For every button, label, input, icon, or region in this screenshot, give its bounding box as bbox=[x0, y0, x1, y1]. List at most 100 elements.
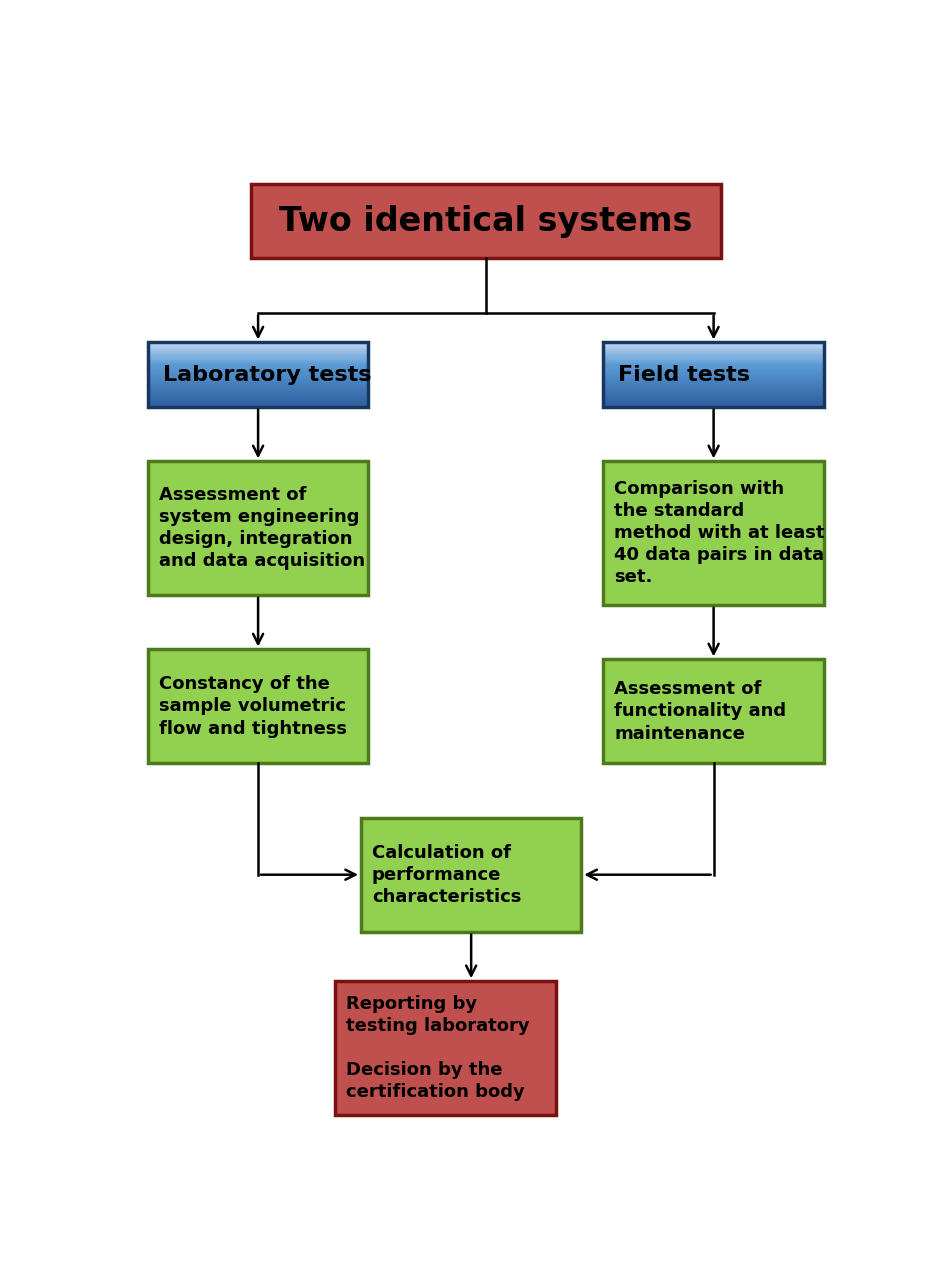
Bar bbox=[603, 660, 824, 764]
Bar bbox=[250, 184, 721, 258]
Bar bbox=[603, 394, 824, 396]
Bar bbox=[603, 386, 824, 387]
Bar bbox=[148, 373, 368, 374]
Bar bbox=[148, 360, 368, 361]
Text: Reporting by
testing laboratory

Decision by the
certification body: Reporting by testing laboratory Decision… bbox=[346, 994, 530, 1101]
Bar bbox=[148, 390, 368, 392]
Bar bbox=[603, 342, 824, 345]
Bar bbox=[603, 405, 824, 406]
Bar bbox=[603, 400, 824, 403]
Text: Comparison with
the standard
method with at least
40 data pairs in data
set.: Comparison with the standard method with… bbox=[614, 480, 825, 586]
Bar bbox=[603, 356, 824, 359]
Bar bbox=[603, 352, 824, 354]
Bar bbox=[148, 649, 368, 764]
Bar bbox=[148, 405, 368, 406]
Bar bbox=[603, 397, 824, 400]
Bar bbox=[603, 391, 824, 394]
Bar bbox=[148, 385, 368, 387]
Bar bbox=[603, 372, 824, 373]
Bar bbox=[148, 381, 368, 382]
Bar bbox=[148, 356, 368, 359]
Bar bbox=[603, 373, 824, 374]
Bar bbox=[148, 462, 368, 595]
Bar bbox=[148, 361, 368, 363]
Bar bbox=[603, 381, 824, 382]
Bar bbox=[148, 352, 368, 354]
Bar bbox=[148, 397, 368, 400]
Bar bbox=[603, 361, 824, 363]
Bar bbox=[148, 400, 368, 403]
Bar bbox=[148, 382, 368, 385]
Bar bbox=[148, 364, 368, 367]
Bar bbox=[603, 343, 824, 346]
Bar bbox=[148, 376, 368, 378]
Bar bbox=[148, 346, 368, 347]
Bar bbox=[603, 387, 824, 388]
Bar bbox=[603, 382, 824, 385]
Bar bbox=[603, 374, 824, 376]
Text: Assessment of
system engineering
design, integration
and data acquisition: Assessment of system engineering design,… bbox=[159, 486, 365, 571]
Bar bbox=[603, 378, 824, 379]
Bar bbox=[148, 343, 368, 346]
Bar bbox=[603, 396, 824, 399]
Bar bbox=[603, 377, 824, 379]
Text: Laboratory tests: Laboratory tests bbox=[163, 365, 371, 385]
Bar bbox=[148, 396, 368, 399]
Bar bbox=[603, 395, 824, 397]
Bar bbox=[603, 342, 824, 343]
Bar bbox=[603, 358, 824, 360]
Bar bbox=[148, 349, 368, 350]
Bar bbox=[148, 358, 368, 360]
Bar bbox=[603, 404, 824, 406]
Bar bbox=[603, 360, 824, 361]
Bar bbox=[148, 355, 368, 358]
Bar bbox=[603, 359, 824, 360]
Bar bbox=[603, 399, 824, 400]
Bar bbox=[603, 355, 824, 356]
Text: Field tests: Field tests bbox=[618, 365, 750, 385]
Bar bbox=[603, 351, 824, 354]
Bar bbox=[603, 462, 824, 604]
Bar bbox=[603, 364, 824, 367]
Text: Two identical systems: Two identical systems bbox=[279, 204, 693, 238]
Bar bbox=[148, 363, 368, 365]
Bar bbox=[148, 381, 368, 383]
Bar bbox=[603, 361, 824, 364]
Bar bbox=[148, 368, 368, 369]
Bar bbox=[148, 394, 368, 395]
Text: Assessment of
functionality and
maintenance: Assessment of functionality and maintena… bbox=[614, 680, 787, 742]
Bar bbox=[603, 390, 824, 392]
Bar bbox=[148, 399, 368, 400]
Bar bbox=[148, 377, 368, 379]
Bar bbox=[603, 350, 824, 352]
Bar bbox=[603, 401, 824, 404]
Bar bbox=[148, 345, 368, 347]
Bar bbox=[148, 387, 368, 388]
Bar bbox=[361, 818, 581, 931]
Bar bbox=[148, 342, 368, 345]
Bar bbox=[148, 391, 368, 394]
Bar bbox=[148, 378, 368, 379]
Bar bbox=[603, 376, 824, 378]
Bar bbox=[148, 388, 368, 391]
Bar bbox=[148, 350, 368, 352]
Bar bbox=[148, 369, 368, 372]
Bar bbox=[603, 370, 824, 373]
Bar bbox=[148, 368, 368, 370]
Bar bbox=[603, 354, 824, 355]
Bar bbox=[603, 388, 824, 391]
Bar bbox=[603, 365, 824, 367]
Bar bbox=[148, 394, 368, 396]
Bar bbox=[148, 365, 368, 367]
Bar bbox=[148, 395, 368, 397]
Bar bbox=[148, 372, 368, 373]
Bar bbox=[603, 349, 824, 351]
Bar bbox=[603, 403, 824, 405]
Bar bbox=[603, 368, 824, 369]
Bar bbox=[148, 342, 368, 343]
Bar bbox=[148, 386, 368, 387]
Bar bbox=[603, 381, 824, 383]
Bar bbox=[603, 346, 824, 347]
Bar bbox=[148, 355, 368, 356]
Bar bbox=[148, 359, 368, 360]
